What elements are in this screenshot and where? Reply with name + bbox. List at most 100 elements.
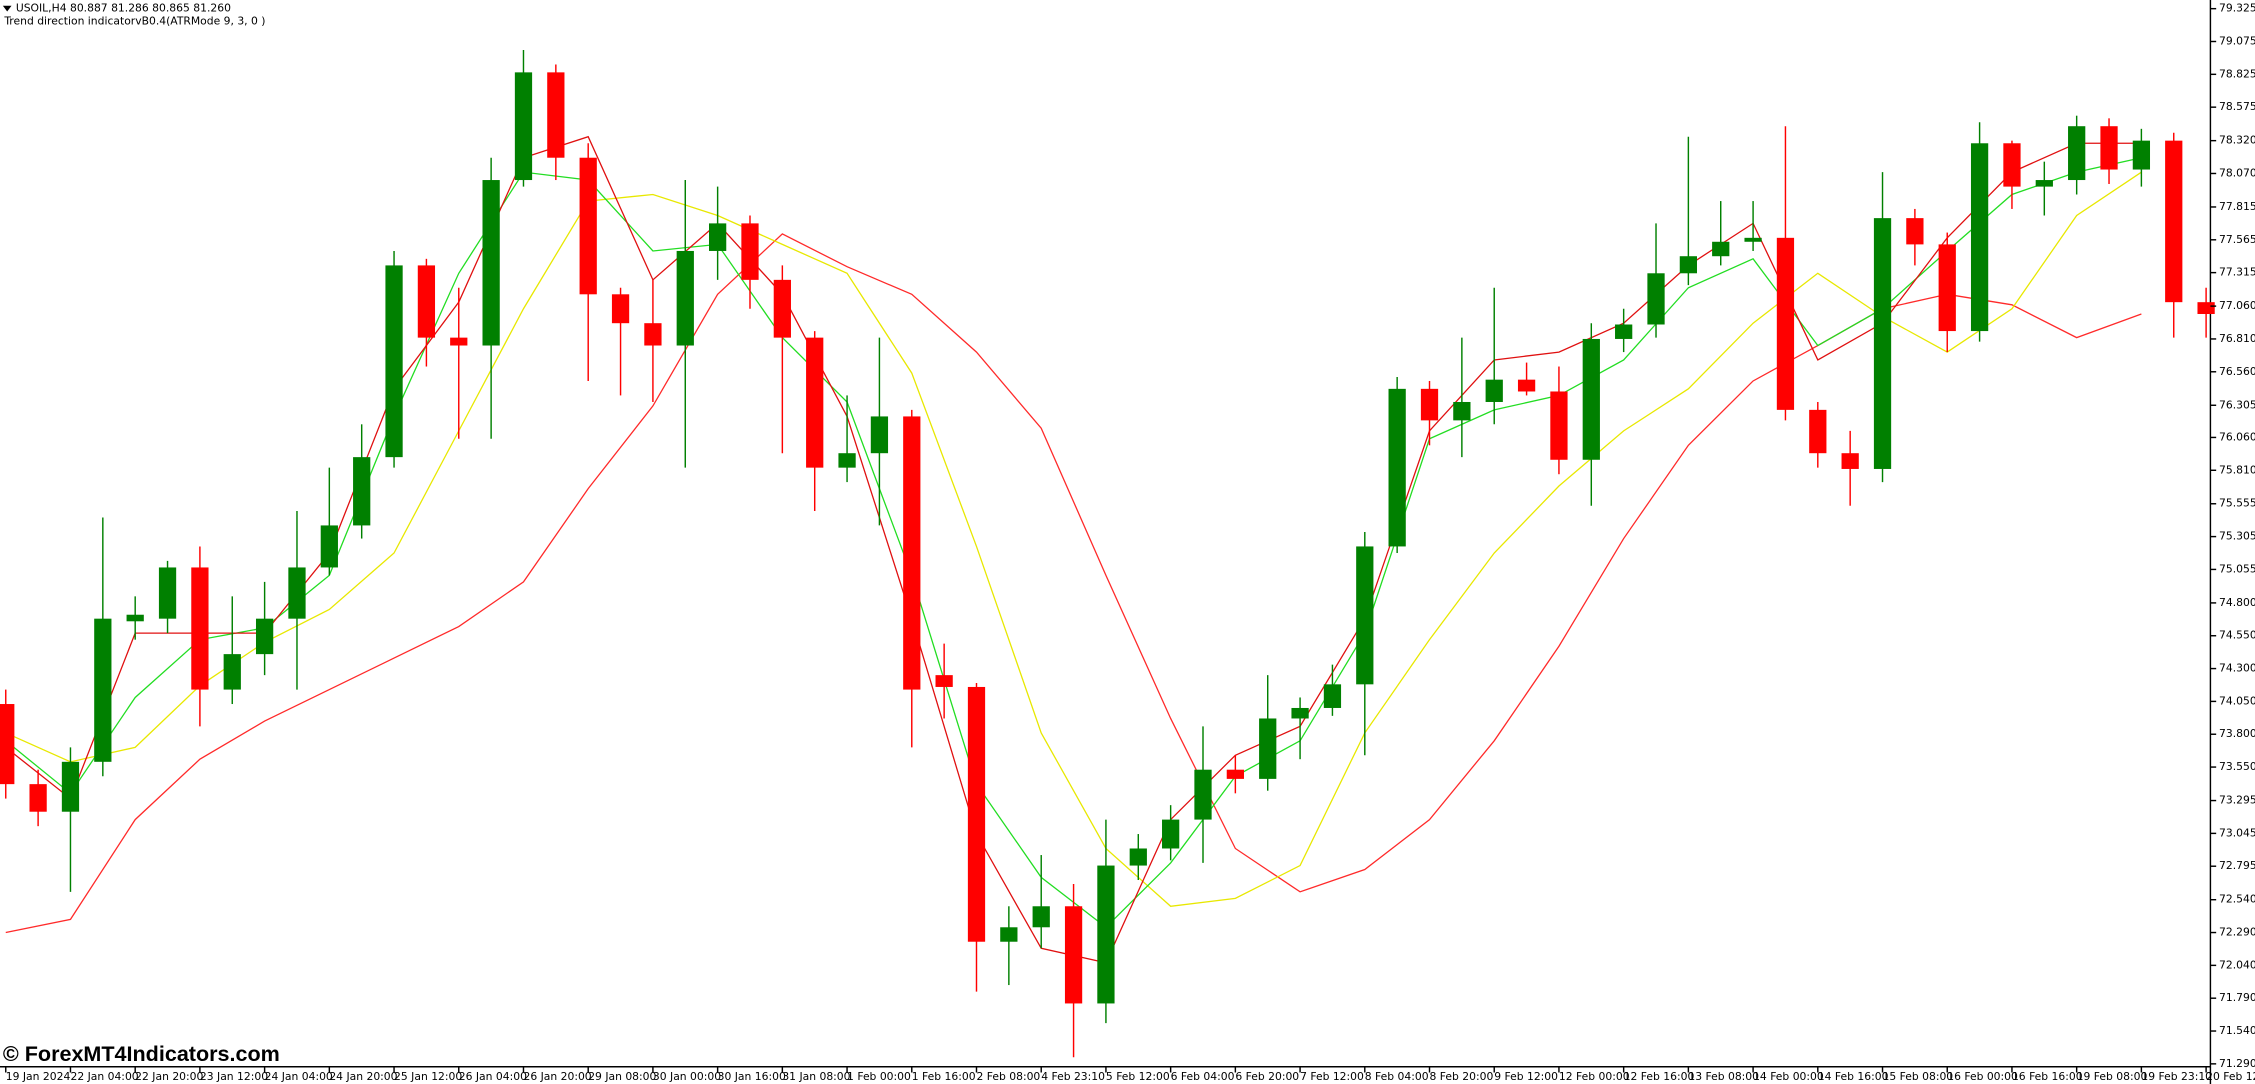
candle-body — [1615, 324, 1633, 339]
x-tick-label: 30 Jan 16:00 — [718, 1070, 786, 1083]
y-tick-label: 79.325 — [2219, 2, 2255, 15]
candle-body — [29, 784, 47, 812]
candle-body — [0, 704, 15, 785]
candle-body — [935, 675, 953, 687]
candle-body — [806, 337, 824, 468]
y-tick-label: 75.555 — [2219, 497, 2255, 510]
x-tick-label: 4 Feb 23:10 — [1041, 1070, 1105, 1083]
y-tick-label: 76.060 — [2219, 430, 2255, 443]
x-tick-label: 6 Feb 04:00 — [1171, 1070, 1235, 1083]
menu-arrow[interactable] — [2, 5, 12, 12]
candle-body — [158, 567, 177, 619]
candle-body — [1226, 769, 1244, 779]
x-tick-label: 19 Jan 2024 — [6, 1070, 71, 1083]
candle-body — [417, 265, 436, 338]
y-tick-label: 72.540 — [2219, 893, 2255, 906]
candle-body — [547, 72, 565, 158]
x-tick-label: 24 Jan 20:00 — [329, 1070, 397, 1083]
candle-body — [255, 618, 274, 655]
x-tick-label: 6 Feb 20:00 — [1235, 1070, 1299, 1083]
candle-body — [450, 337, 468, 346]
candle-body — [967, 686, 986, 942]
indicator-name: Trend direction indicatorvB0.4(ATRMode 9… — [3, 15, 265, 28]
candle-body — [1194, 769, 1212, 820]
y-tick-label: 77.815 — [2219, 200, 2255, 213]
candle-body — [1906, 218, 1924, 245]
candle-body — [1647, 273, 1665, 325]
x-tick-label: 14 Feb 00:00 — [1753, 1070, 1824, 1083]
candle-body — [870, 416, 889, 454]
x-tick-label: 22 Jan 04:00 — [70, 1070, 138, 1083]
x-tick-label: 26 Jan 04:00 — [459, 1070, 527, 1083]
candle-body — [514, 72, 533, 181]
x-tick-label: 23 Jan 12:00 — [200, 1070, 268, 1083]
y-tick-label: 73.295 — [2219, 794, 2255, 807]
candle-body — [1420, 388, 1439, 421]
y-tick-label: 78.825 — [2219, 67, 2255, 80]
y-tick-label: 76.560 — [2219, 365, 2255, 378]
candle-body — [1873, 218, 1892, 469]
candle-body — [579, 157, 597, 295]
y-tick-label: 76.305 — [2219, 398, 2255, 411]
y-tick-label: 76.810 — [2219, 332, 2255, 345]
candle-body — [1517, 379, 1536, 392]
y-tick-label: 73.550 — [2219, 760, 2255, 773]
y-tick-label: 72.040 — [2219, 958, 2255, 971]
y-tick-label: 71.540 — [2219, 1024, 2255, 1037]
plot-area — [0, 50, 2215, 1058]
candle-body — [320, 525, 338, 568]
x-tick-label: 2 Feb 08:00 — [976, 1070, 1040, 1083]
candle-body — [1097, 865, 1115, 1004]
candle-body — [353, 457, 371, 526]
y-tick-label: 75.305 — [2219, 530, 2255, 543]
candle-body — [1712, 241, 1730, 257]
y-tick-label: 75.810 — [2219, 463, 2255, 476]
x-tick-label: 22 Jan 20:00 — [135, 1070, 203, 1083]
x-tick-label: 13 Feb 08:00 — [1688, 1070, 1759, 1083]
candle-body — [1259, 718, 1277, 779]
y-tick-label: 73.045 — [2219, 826, 2255, 839]
y-tick-label: 72.290 — [2219, 926, 2255, 939]
x-tick-label: 1 Feb 00:00 — [847, 1070, 911, 1083]
candle-body — [838, 453, 856, 468]
candle-body — [2068, 126, 2086, 181]
watermark: © ForexMT4Indicators.com — [3, 1041, 280, 1066]
candle-body — [1129, 848, 1147, 866]
candle-body — [903, 416, 921, 690]
chart-title: USOIL,H4 80.887 81.286 80.865 81.260 — [16, 2, 231, 15]
y-tick-label: 77.315 — [2219, 266, 2255, 279]
candle-body — [2100, 126, 2118, 170]
y-tick-label: 74.550 — [2219, 629, 2255, 642]
x-tick-label: 15 Feb 08:00 — [1883, 1070, 1954, 1083]
x-tick-label: 31 Jan 08:00 — [782, 1070, 850, 1083]
x-tick-label: 8 Feb 20:00 — [1430, 1070, 1494, 1083]
y-tick-label: 79.075 — [2219, 34, 2255, 47]
candle-body — [1550, 391, 1568, 460]
x-tick-label: 29 Jan 08:00 — [588, 1070, 656, 1083]
candle-body — [61, 761, 80, 812]
candle-body — [1000, 927, 1018, 942]
candle-body — [1970, 143, 1989, 332]
candle-body — [773, 279, 791, 338]
x-tick-label: 26 Jan 20:00 — [523, 1070, 591, 1083]
candle-body — [385, 265, 403, 458]
y-tick-label: 72.795 — [2219, 859, 2255, 872]
candle-body — [2035, 180, 2053, 187]
candle-body — [741, 223, 759, 280]
x-tick-label: 8 Feb 04:00 — [1365, 1070, 1429, 1083]
x-tick-label: 20 Feb 12:00 — [2206, 1070, 2255, 1083]
candle-body — [288, 567, 306, 619]
candle-body — [611, 294, 630, 324]
x-tick-label: 16 Feb 00:00 — [1947, 1070, 2018, 1083]
candle-body — [191, 567, 209, 690]
candle-body — [2132, 140, 2151, 170]
candle-body — [676, 250, 694, 346]
candle-body — [1162, 819, 1180, 849]
candle-body — [1582, 338, 1600, 460]
x-tick-label: 9 Feb 12:00 — [1494, 1070, 1558, 1083]
x-tick-label: 12 Feb 16:00 — [1624, 1070, 1695, 1083]
y-tick-label: 73.800 — [2219, 727, 2255, 740]
